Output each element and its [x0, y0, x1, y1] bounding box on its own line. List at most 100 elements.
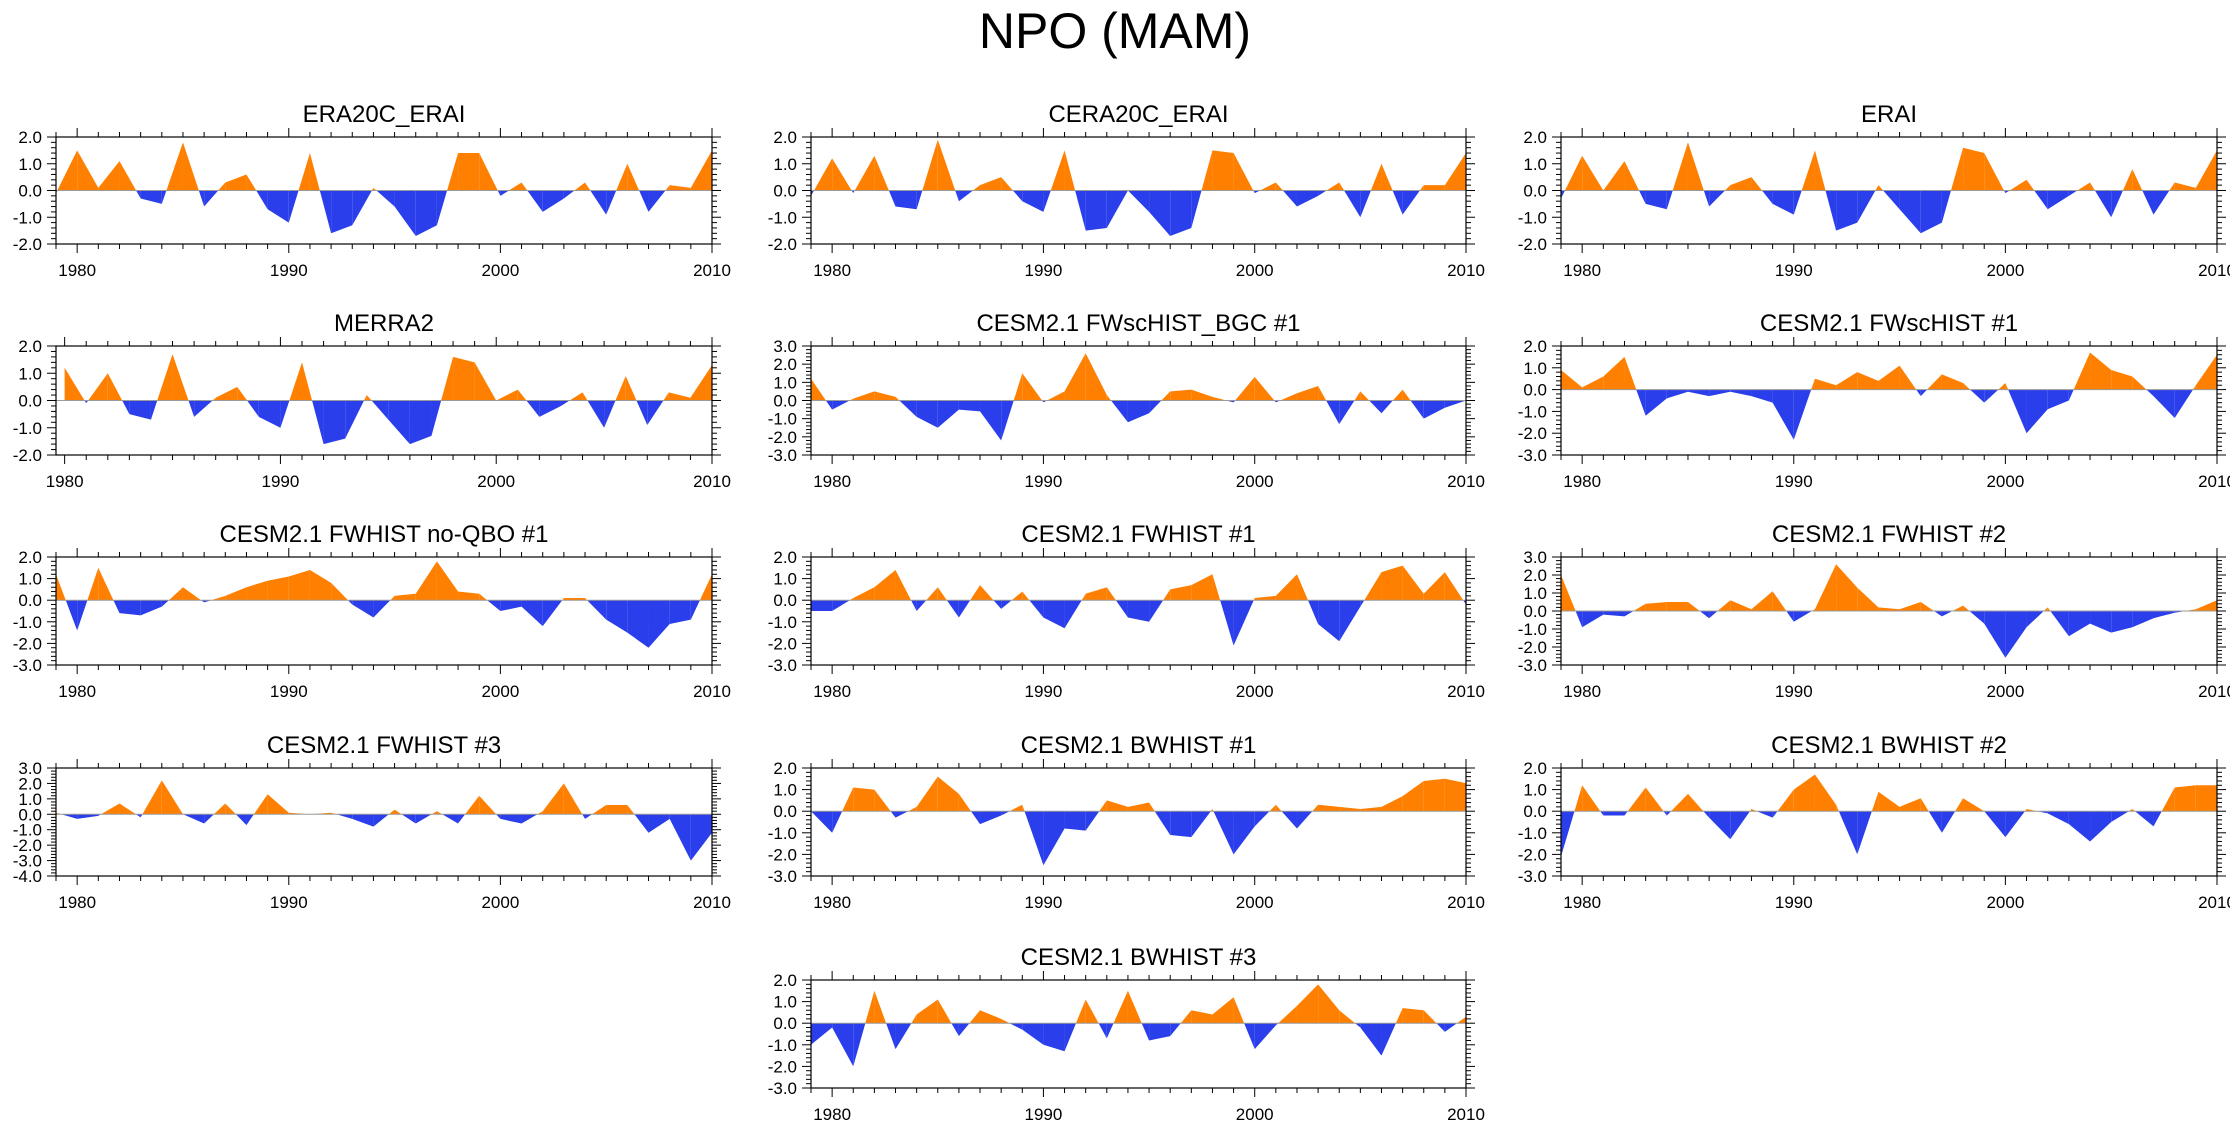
- positive-area: [574, 182, 586, 191]
- positive-area: [1730, 177, 1752, 191]
- positive-area: [1444, 778, 1466, 812]
- y-tick-label: 1.0: [1523, 781, 1547, 800]
- y-tick-label: -3.0: [768, 446, 797, 465]
- negative-area: [1254, 190, 1260, 194]
- negative-area: [1253, 190, 1255, 194]
- positive-area: [1814, 150, 1826, 191]
- negative-area: [376, 190, 395, 207]
- positive-area: [615, 375, 626, 401]
- negative-area: [65, 600, 78, 631]
- positive-area: [1603, 356, 1625, 390]
- negative-area: [1360, 190, 1371, 218]
- y-tick-label: -1.0: [1518, 824, 1547, 843]
- positive-area: [1318, 984, 1340, 1024]
- negative-area: [1444, 1023, 1457, 1032]
- positive-area: [842, 787, 854, 812]
- positive-area: [1360, 806, 1382, 812]
- negative-area: [2135, 811, 2154, 827]
- negative-area: [1920, 190, 1942, 234]
- positive-area: [1191, 1010, 1213, 1024]
- positive-area: [1170, 389, 1192, 401]
- x-tick-label: 1990: [1025, 893, 1063, 912]
- panel-title: CERA20C_ERAI: [1048, 101, 1228, 128]
- positive-area: [1191, 389, 1213, 401]
- positive-area: [814, 158, 833, 191]
- positive-area: [1963, 605, 1970, 611]
- negative-area: [1436, 1023, 1445, 1032]
- positive-area: [1001, 177, 1013, 191]
- positive-area: [1360, 391, 1370, 401]
- negative-area: [890, 811, 896, 818]
- positive-area: [665, 185, 670, 191]
- positive-area: [1402, 565, 1424, 601]
- negative-area: [1392, 190, 1403, 215]
- negative-area: [1561, 190, 1565, 199]
- negative-area: [1254, 811, 1270, 827]
- negative-area: [2050, 611, 2069, 637]
- positive-area: [563, 783, 583, 815]
- positive-area: [1106, 587, 1116, 601]
- negative-area: [1970, 389, 1985, 403]
- positive-area: [2090, 182, 2095, 191]
- negative-area: [1793, 190, 1802, 215]
- positive-area: [937, 776, 959, 812]
- positive-area: [2024, 809, 2027, 812]
- negative-area: [1969, 611, 1985, 624]
- y-tick-label: -2.0: [768, 845, 797, 864]
- x-tick-label: 1980: [813, 682, 851, 701]
- positive-area: [1811, 378, 1815, 390]
- panel-2: CERA20C_ERAI 2.0 1.0 0.0 -1.0 -2.0 1980 1990 200…: [768, 101, 1485, 280]
- negative-area: [1296, 190, 1319, 207]
- negative-area: [2142, 190, 2154, 215]
- y-tick-label: 0.0: [18, 591, 42, 610]
- negative-area: [1636, 389, 1646, 416]
- positive-area: [853, 391, 875, 401]
- y-tick-label: 0.0: [1523, 602, 1547, 621]
- negative-area: [1064, 600, 1082, 629]
- negative-area: [84, 400, 87, 404]
- negative-area: [1756, 811, 1773, 818]
- positive-area: [1254, 595, 1276, 601]
- positive-area: [447, 153, 459, 191]
- positive-area: [390, 595, 395, 601]
- plot-frame: [810, 767, 1467, 877]
- negative-area: [247, 400, 259, 417]
- y-tick-label: -3.0: [13, 656, 42, 675]
- y-tick-label: 0.0: [773, 591, 797, 610]
- negative-area: [1154, 811, 1171, 835]
- negative-area: [2037, 811, 2048, 814]
- negative-area: [606, 600, 628, 633]
- negative-area: [1624, 811, 1628, 816]
- positive-area: [980, 585, 994, 601]
- positive-area: [1370, 163, 1382, 191]
- positive-area: [1113, 990, 1128, 1024]
- positive-area: [911, 1014, 917, 1024]
- negative-area: [951, 1023, 959, 1037]
- negative-area: [1191, 190, 1202, 228]
- positive-area: [1001, 1018, 1010, 1024]
- negative-area: [1318, 190, 1327, 196]
- negative-area: [1709, 389, 1731, 397]
- y-tick-label: 0.0: [18, 805, 42, 824]
- positive-area: [1899, 365, 1917, 390]
- negative-area: [560, 400, 570, 406]
- positive-area: [1312, 804, 1319, 812]
- positive-area: [1254, 376, 1275, 401]
- negative-area: [2026, 611, 2044, 628]
- positive-area: [458, 153, 480, 191]
- y-tick-label: 1.0: [773, 570, 797, 589]
- positive-area: [1106, 395, 1112, 401]
- y-tick-label: -3.0: [768, 867, 797, 886]
- positive-area: [1955, 798, 1964, 812]
- positive-area: [373, 187, 377, 191]
- positive-area: [1013, 373, 1023, 401]
- negative-area: [1024, 811, 1044, 866]
- positive-area: [288, 569, 310, 601]
- positive-area: [2174, 785, 2196, 812]
- positive-area: [1046, 391, 1065, 401]
- positive-area: [1381, 163, 1393, 191]
- y-tick-label: -3.0: [1518, 867, 1547, 886]
- positive-area: [1170, 585, 1192, 601]
- positive-area: [1212, 997, 1234, 1024]
- negative-area: [895, 811, 909, 818]
